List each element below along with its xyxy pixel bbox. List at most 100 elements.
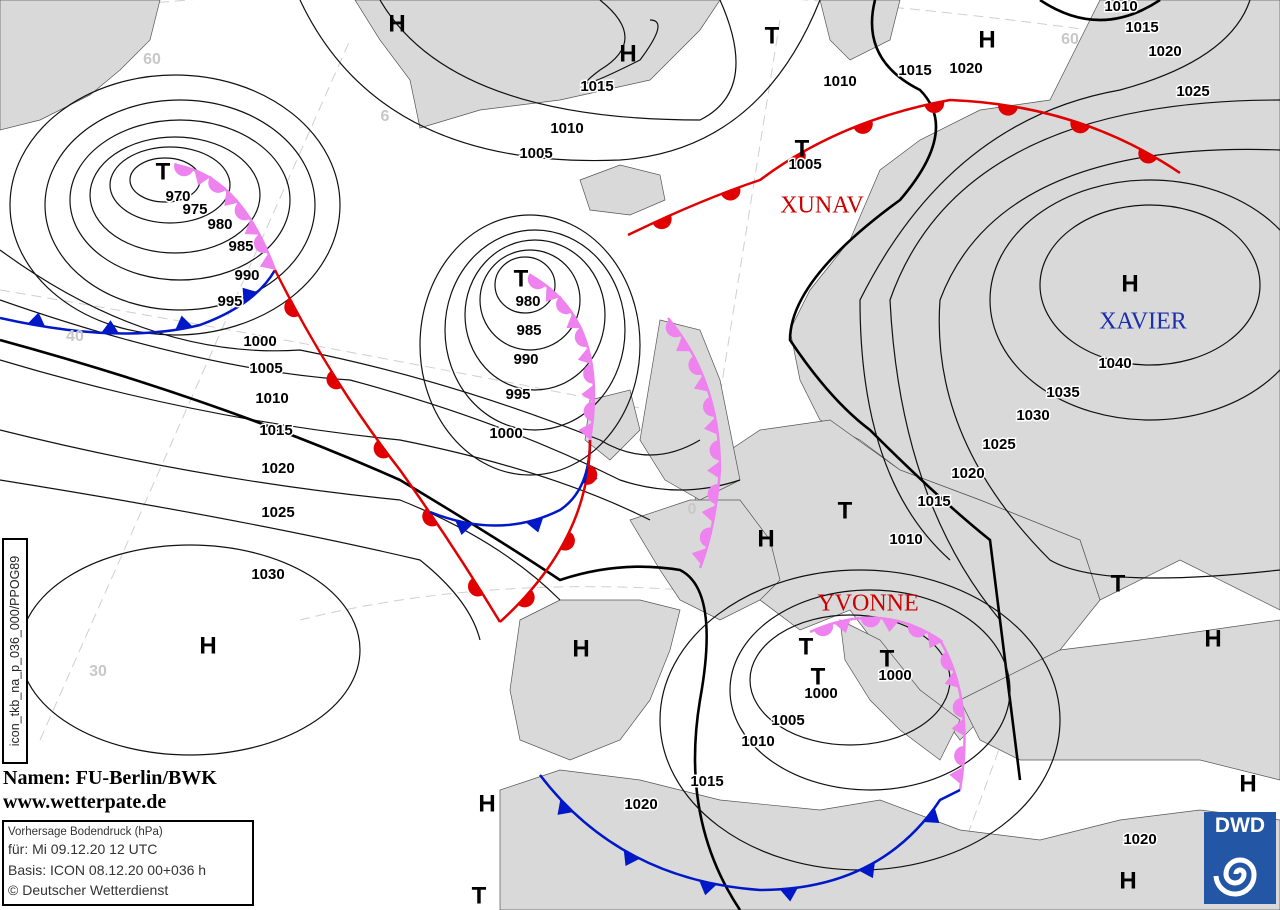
system-name-xavier: XAVIER xyxy=(1099,309,1187,335)
occ-front-symbol xyxy=(688,355,710,392)
low-pressure-marker: T xyxy=(799,633,814,660)
balkans-turkey xyxy=(959,619,1280,781)
fronts xyxy=(0,98,1181,902)
low-pressure-marker: T xyxy=(472,882,487,909)
cold-front-symbol xyxy=(923,807,940,823)
isobar-label: 1015 xyxy=(690,773,723,790)
isobar-label: 995 xyxy=(217,293,242,310)
isobar-label: 1015 xyxy=(898,62,931,79)
iceland xyxy=(579,164,666,216)
isobar-label: 975 xyxy=(182,201,207,218)
isobar-label: 1010 xyxy=(550,120,583,137)
isobar-label: 990 xyxy=(234,267,259,284)
isobar-label: 1005 xyxy=(771,712,804,729)
isobar-label: 1005 xyxy=(249,360,282,377)
isobar-label: 1035 xyxy=(1046,384,1079,401)
occ-front-symbol xyxy=(527,273,561,302)
cold-front-symbol xyxy=(242,287,258,304)
high-pressure-marker: H xyxy=(572,635,589,662)
warm-front-symbol xyxy=(467,577,484,597)
isobar-label: 970 xyxy=(165,188,190,205)
info-copyright: © Deutscher Wetterdienst xyxy=(8,882,169,898)
warm-front-symbol xyxy=(585,464,598,485)
warm-front-symbol xyxy=(787,150,806,167)
grid-label: 30 xyxy=(89,663,107,680)
low-pressure-marker: T xyxy=(811,663,826,690)
isobar-label: 1020 xyxy=(951,465,984,482)
occ-front-symbol xyxy=(907,622,944,649)
dwd-logo: DWD xyxy=(1204,812,1276,904)
isobar-label: 995 xyxy=(505,386,530,403)
low-pressure-marker: T xyxy=(838,497,853,524)
cold-front-symbol xyxy=(623,850,640,866)
info-box: Vorhersage Bodendruck (hPa) für: Mi 09.1… xyxy=(2,820,254,906)
warm-front-symbol xyxy=(422,508,438,527)
occ-front-symbol xyxy=(578,401,595,441)
greenland xyxy=(0,0,161,131)
low-pressure-marker: T xyxy=(765,22,780,49)
low-pressure-marker: T xyxy=(514,265,529,292)
isobar-label: 980 xyxy=(207,216,232,233)
occ-front-symbol xyxy=(691,527,713,566)
warm-front-symbol xyxy=(853,120,873,134)
isobar-label: 1010 xyxy=(889,531,922,548)
isobar-label: 1000 xyxy=(878,667,911,684)
front-symbols xyxy=(27,101,1158,902)
isobar-label: 1000 xyxy=(804,685,837,702)
high-pressure-marker: H xyxy=(1119,867,1136,894)
cold-front-symbol xyxy=(858,862,875,879)
grid-label: 6 xyxy=(381,108,390,125)
cold-front-symbol xyxy=(525,517,544,533)
high-pressure-marker: H xyxy=(199,632,216,659)
occ-front-symbol xyxy=(701,484,720,523)
occ-front-symbol xyxy=(574,327,593,365)
isobar-label: 1015 xyxy=(917,493,950,510)
svalbard xyxy=(819,0,901,61)
grid-label: 60 xyxy=(143,51,161,68)
dwd-logo-text: DWD xyxy=(1214,814,1266,837)
swirl-icon xyxy=(1213,857,1257,897)
isobar-labels: 1015 1010 1005 1010 1015 1020 1010 1015 … xyxy=(164,0,1211,849)
isobar-label: 1020 xyxy=(261,460,294,477)
info-basis: Basis: ICON 08.12.20 00+036 h xyxy=(8,861,207,878)
occ-front-symbol xyxy=(949,746,966,785)
isobar-label: 990 xyxy=(513,351,538,368)
warm-front-symbol xyxy=(1070,120,1090,134)
warm-front-symbol xyxy=(1138,148,1158,164)
isobar-label: 1020 xyxy=(1148,43,1181,60)
low-pressure-marker: T xyxy=(156,158,171,185)
info-title: Vorhersage Bodendruck (hPa) xyxy=(8,826,163,838)
model-run-label: icon_tkb_na_p_036_000/PPOG89 xyxy=(2,538,28,764)
occ-front-symbol xyxy=(208,176,240,206)
warm-front-biscay xyxy=(499,439,592,623)
cold-front-symbol xyxy=(455,520,473,536)
occ-front-symbol xyxy=(174,162,212,186)
warm-front-symbol xyxy=(924,101,945,114)
warm-front-symbol xyxy=(652,215,672,230)
isobar-label: 1025 xyxy=(982,436,1015,453)
high-pressure-marker: H xyxy=(978,26,995,53)
warm-front-symbol xyxy=(517,589,535,608)
system-name-yvonne: YVONNE xyxy=(817,591,918,617)
high-pressure-marker: H xyxy=(619,40,636,67)
info-valid-time: für: Mi 09.12.20 12 UTC xyxy=(8,841,158,857)
high-pressure-marker: H xyxy=(1121,270,1138,297)
high-pressure-marker: H xyxy=(478,790,495,817)
high-pressure-marker: H xyxy=(388,10,405,37)
isobar-label: 1005 xyxy=(519,145,552,162)
isobar-label: 1010 xyxy=(823,73,856,90)
occ-front-symbol xyxy=(940,651,960,689)
isobar-label: 1025 xyxy=(1176,83,1209,100)
low-pressure-marker: T xyxy=(795,135,810,162)
high-pressure-marker: H xyxy=(1204,625,1221,652)
cold-front-symbol xyxy=(101,320,120,334)
system-name-xunav: XUNAV xyxy=(780,193,864,219)
isobar-label: 1015 xyxy=(580,78,613,95)
warm-front-symbol xyxy=(373,440,390,459)
model-run-text: icon_tkb_na_p_036_000/PPOG89 xyxy=(8,555,22,747)
occ-front-symbol xyxy=(665,319,692,352)
warm-front-symbol xyxy=(721,186,741,201)
